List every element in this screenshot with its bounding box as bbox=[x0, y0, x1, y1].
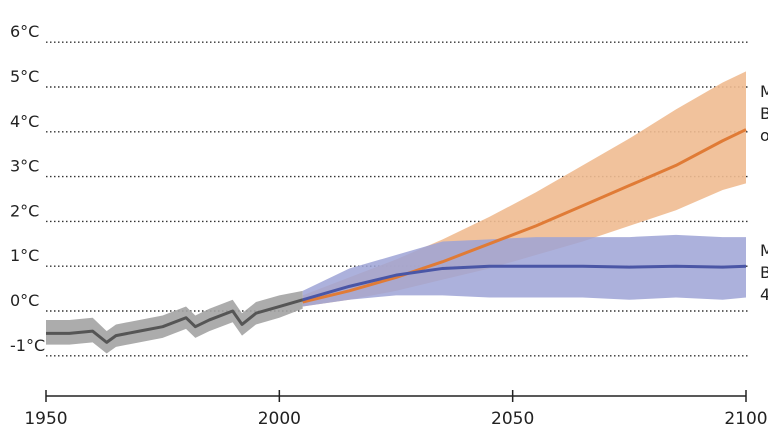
series-annotation-text: o bbox=[760, 126, 768, 145]
series-annotation-text: M bbox=[760, 241, 768, 260]
x-tick-label: 1950 bbox=[24, 409, 67, 429]
y-tick-label: -1°C bbox=[10, 336, 45, 355]
y-tick-label: 3°C bbox=[10, 157, 39, 176]
low-series-line bbox=[302, 264, 747, 302]
series-annotation-text: 4 bbox=[760, 285, 768, 304]
series-annotation-text: M bbox=[760, 82, 768, 101]
series-annotation-text: B bbox=[760, 263, 768, 282]
high-series-line bbox=[302, 128, 747, 304]
y-tick-label: 0°C bbox=[10, 291, 39, 310]
x-tick-label: 2000 bbox=[258, 409, 301, 429]
x-tick-label: 2050 bbox=[491, 409, 534, 429]
y-tick-label: 6°C bbox=[10, 22, 39, 41]
y-tick-label: 5°C bbox=[10, 67, 39, 86]
historical-series-line bbox=[46, 298, 304, 344]
series-annotation-text: B bbox=[760, 104, 768, 123]
x-tick-label: 2100 bbox=[724, 409, 767, 429]
y-tick-label: 4°C bbox=[10, 112, 39, 131]
y-tick-label: 1°C bbox=[10, 246, 39, 265]
low-uncertainty-band bbox=[302, 234, 746, 307]
y-tick-label: 2°C bbox=[10, 201, 39, 220]
